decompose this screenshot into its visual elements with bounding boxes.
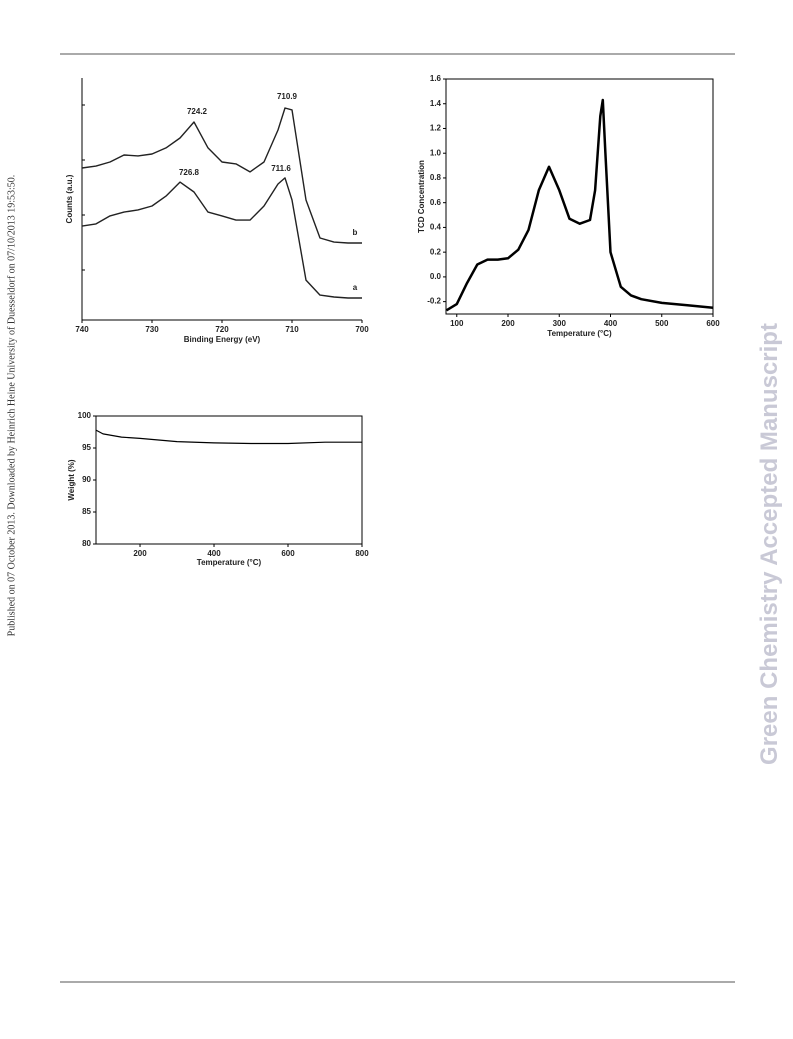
y-tick-label: 1.2	[430, 124, 442, 133]
data-line	[81, 177, 362, 299]
y-tick-label: 0.8	[430, 173, 442, 182]
x-tick-label: 720	[215, 325, 229, 334]
peak-label: 726.8	[179, 168, 200, 177]
x-axis-label: Binding Energy (eV)	[184, 335, 261, 344]
data-line	[445, 98, 714, 312]
series-label: a	[353, 283, 358, 292]
y-tick-label: 85	[82, 507, 91, 516]
y-tick-label: 1.4	[430, 99, 442, 108]
y-tick-label: -0.2	[427, 297, 441, 306]
y-tick-label: 1.0	[430, 148, 442, 157]
y-tick-label: 0.6	[430, 198, 442, 207]
x-tick-label: 600	[281, 549, 295, 558]
peak-label: 711.6	[271, 164, 291, 173]
plot-frame	[95, 415, 363, 545]
y-tick-label: 100	[78, 411, 92, 420]
x-tick-label: 400	[207, 549, 221, 558]
y-tick-label: 1.6	[430, 74, 442, 83]
x-axis-label: Temperature (°C)	[197, 558, 262, 567]
x-axis-label: Temperature (°C)	[547, 329, 612, 338]
plot-frame	[445, 78, 714, 315]
x-tick-label: 700	[355, 325, 369, 334]
x-tick-label: 740	[75, 325, 89, 334]
y-tick-label: 0.0	[430, 272, 442, 281]
y-tick-label: 80	[82, 539, 91, 548]
y-axis-label: Weight (%)	[67, 459, 76, 501]
peak-label: 710.9	[277, 92, 298, 101]
x-tick-label: 300	[553, 319, 567, 328]
peak-label: 724.2	[187, 107, 208, 116]
x-tick-label: 500	[655, 319, 669, 328]
y-tick-label: 95	[82, 443, 91, 452]
series-label: b	[353, 228, 358, 237]
y-axis-label: TCD Concentration	[417, 160, 426, 233]
x-tick-label: 200	[501, 319, 515, 328]
x-tick-label: 600	[706, 319, 720, 328]
x-tick-label: 200	[133, 549, 147, 558]
data-line	[95, 429, 362, 445]
x-tick-label: 800	[355, 549, 369, 558]
x-tick-label: 730	[145, 325, 159, 334]
y-tick-label: 90	[82, 475, 91, 484]
y-tick-label: 0.2	[430, 247, 442, 256]
x-tick-label: 400	[604, 319, 618, 328]
y-axis-label: Counts (a.u.)	[65, 174, 74, 223]
y-tick-label: 0.4	[430, 223, 442, 232]
x-tick-label: 100	[450, 319, 464, 328]
data-line	[81, 107, 362, 244]
x-tick-label: 710	[285, 325, 299, 334]
